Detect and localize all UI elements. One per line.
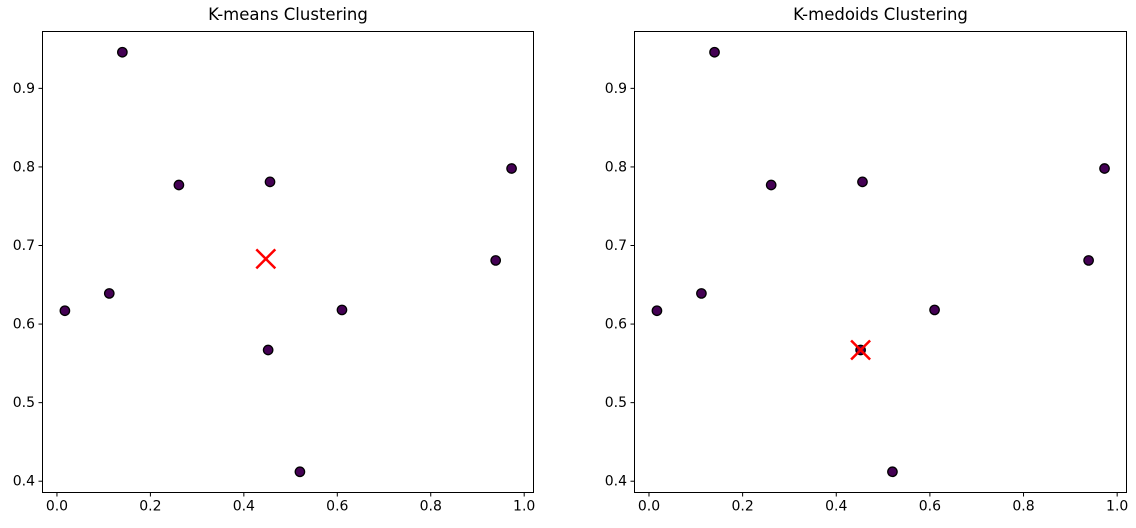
y-axis-tick-label: 0.4: [13, 474, 35, 490]
y-axis-tick-label: 0.7: [605, 238, 627, 254]
data-point: [294, 466, 306, 478]
data-point: [506, 163, 517, 174]
kmedoids-subplot: K-medoids Clustering 0.0 0.2 0.4 0.6 0.8 1.0 0…: [605, 5, 1129, 515]
data-point: [709, 46, 720, 58]
x-axis-tick-label: 0.0: [46, 499, 68, 515]
y-axis-tick-label: 0.6: [13, 317, 35, 333]
x-axis-tick-label: 0.4: [233, 499, 255, 515]
kmeans-subplot: K-means Clustering 0.0 0.2 0.4 0.6 0.8 1.0 0.4…: [13, 5, 536, 515]
x-axis-tick-label: 0.8: [1012, 499, 1034, 515]
data-point: [857, 176, 868, 188]
centroid-marker: [255, 248, 277, 270]
x-axis-tick-label: 0.6: [919, 499, 941, 515]
data-point: [1099, 163, 1110, 174]
data-point: [651, 305, 663, 317]
data-point: [117, 46, 128, 58]
data-point: [336, 304, 348, 316]
y-axis-tick-label: 0.9: [605, 81, 627, 97]
x-axis-tick-label: 0.2: [139, 499, 161, 515]
axes-frame: [42, 31, 534, 493]
data-point: [696, 288, 707, 299]
data-point: [887, 466, 898, 478]
y-axis-tick-label: 0.8: [13, 159, 35, 175]
data-point: [173, 179, 185, 191]
data-point: [765, 179, 777, 191]
y-axis-tick-label: 0.4: [605, 474, 627, 490]
x-axis-tick-label: 1.0: [513, 499, 535, 515]
kmeans-plot-area: 0.0 0.2 0.4 0.6 0.8 1.0 0.4 0.5 0.6 0.7 0.8 0.9: [13, 31, 535, 515]
x-axis-tick-label: 0.2: [731, 499, 753, 515]
axes-frame: [634, 31, 1127, 493]
data-point: [1083, 255, 1094, 266]
data-point: [929, 304, 940, 316]
kmeans-plot-title: K-means Clustering: [208, 5, 368, 24]
data-point: [264, 176, 276, 188]
y-axis-tick-label: 0.6: [605, 317, 627, 333]
x-axis-tick-label: 0.0: [638, 499, 660, 515]
x-axis-tick-label: 0.8: [420, 499, 442, 515]
y-axis-tick-label: 0.8: [605, 159, 627, 175]
x-axis-tick-label: 1.0: [1106, 499, 1128, 515]
data-point: [59, 305, 71, 317]
y-axis-tick-label: 0.5: [13, 395, 35, 411]
y-axis-tick-label: 0.7: [13, 238, 35, 254]
x-axis-tick-label: 0.6: [326, 499, 348, 515]
data-point: [103, 288, 115, 299]
kmedoids-plot-title: K-medoids Clustering: [793, 5, 968, 24]
x-axis-tick-label: 0.4: [825, 499, 847, 515]
y-axis-tick-label: 0.5: [605, 395, 627, 411]
medoid-marker: [850, 339, 871, 361]
data-point: [490, 255, 502, 266]
y-axis-tick-label: 0.9: [13, 81, 35, 97]
kmedoids-plot-area: 0.0 0.2 0.4 0.6 0.8 1.0 0.4 0.5 0.6 0.7 0.8 0.9: [605, 31, 1128, 515]
data-point: [262, 344, 274, 356]
